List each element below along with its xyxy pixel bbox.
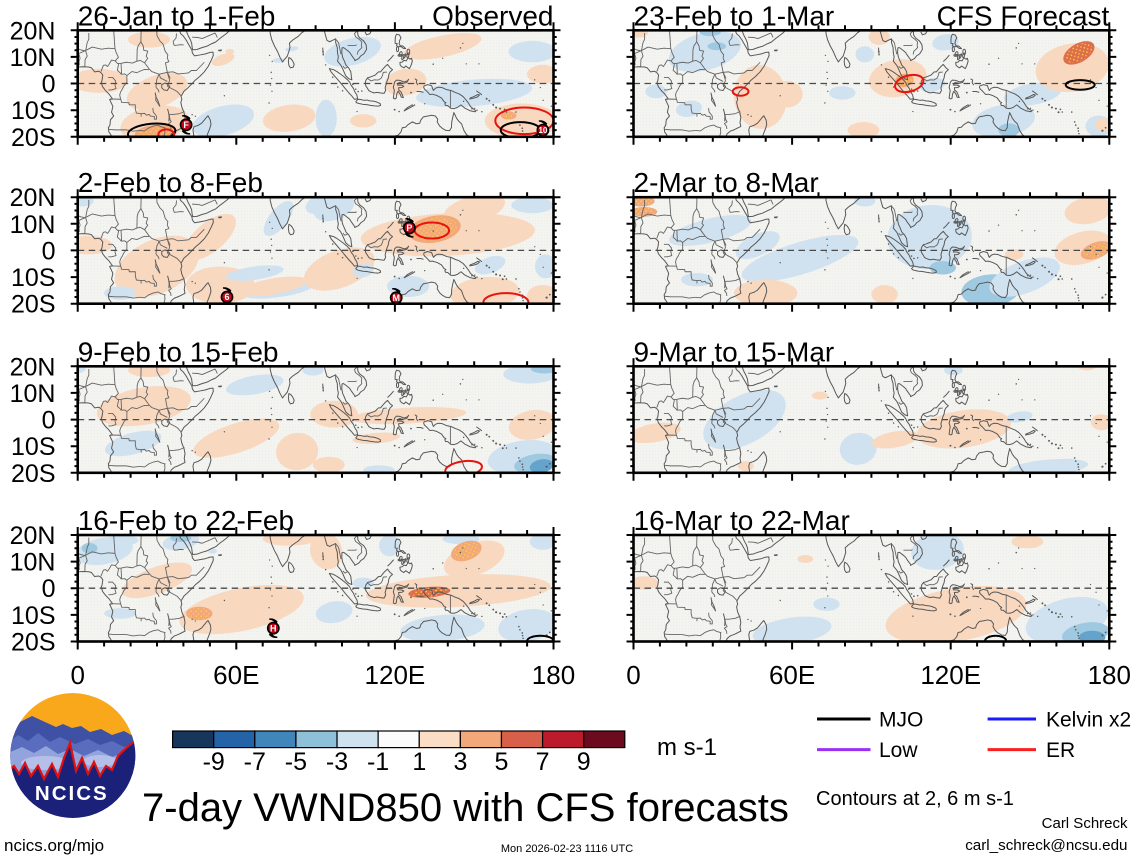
svg-text:10N: 10N bbox=[10, 549, 56, 577]
svg-text:0: 0 bbox=[42, 71, 56, 99]
svg-text:m s-1: m s-1 bbox=[657, 734, 717, 761]
svg-text:0: 0 bbox=[42, 407, 56, 435]
svg-text:7: 7 bbox=[536, 748, 550, 776]
svg-text:10N: 10N bbox=[10, 211, 56, 239]
svg-text:60E: 60E bbox=[213, 660, 259, 690]
svg-text:0: 0 bbox=[42, 575, 56, 603]
svg-text:20S: 20S bbox=[11, 460, 55, 488]
svg-text:16-Mar to 22-Mar: 16-Mar to 22-Mar bbox=[634, 505, 850, 536]
svg-text:3: 3 bbox=[453, 748, 467, 776]
svg-text:5: 5 bbox=[495, 748, 509, 776]
svg-text:Carl Schreck: Carl Schreck bbox=[1042, 815, 1128, 832]
svg-text:ER: ER bbox=[1046, 739, 1075, 762]
svg-text:120E: 120E bbox=[920, 660, 981, 690]
svg-text:23-Feb to 1-Mar: 23-Feb to 1-Mar bbox=[634, 0, 835, 31]
svg-text:16-Feb to 22-Feb: 16-Feb to 22-Feb bbox=[78, 505, 294, 536]
svg-text:20N: 20N bbox=[10, 184, 56, 212]
svg-text:Low: Low bbox=[879, 739, 918, 762]
svg-text:180: 180 bbox=[532, 660, 575, 690]
svg-text:0: 0 bbox=[70, 660, 84, 690]
svg-text:10N: 10N bbox=[10, 380, 56, 408]
svg-text:0: 0 bbox=[42, 237, 56, 265]
svg-text:Kelvin x2: Kelvin x2 bbox=[1046, 709, 1131, 732]
svg-text:120E: 120E bbox=[365, 660, 426, 690]
svg-text:Mon 2026-02-23 1116 UTC: Mon 2026-02-23 1116 UTC bbox=[501, 843, 633, 855]
svg-text:Contours at 2, 6 m s-1: Contours at 2, 6 m s-1 bbox=[816, 788, 1014, 810]
svg-text:7-day VWND850 with CFS forecas: 7-day VWND850 with CFS forecasts bbox=[142, 786, 789, 830]
svg-text:26-Jan to 1-Feb: 26-Jan to 1-Feb bbox=[78, 0, 276, 31]
svg-text:Observed: Observed bbox=[432, 0, 553, 31]
svg-text:MJO: MJO bbox=[879, 709, 923, 732]
svg-text:9-Mar to 15-Mar: 9-Mar to 15-Mar bbox=[634, 336, 835, 367]
svg-text:9: 9 bbox=[577, 748, 591, 776]
svg-text:20N: 20N bbox=[10, 353, 56, 381]
svg-text:ncics.org/mjo: ncics.org/mjo bbox=[4, 836, 104, 855]
svg-text:10S: 10S bbox=[11, 97, 55, 125]
svg-text:180: 180 bbox=[1088, 660, 1131, 690]
svg-text:10S: 10S bbox=[11, 433, 55, 461]
svg-text:20S: 20S bbox=[11, 629, 55, 657]
svg-text:10: 10 bbox=[538, 126, 547, 135]
svg-text:CFS Forecast: CFS Forecast bbox=[937, 0, 1110, 31]
svg-text:H: H bbox=[270, 623, 277, 633]
svg-text:2-Feb to 8-Feb: 2-Feb to 8-Feb bbox=[78, 167, 263, 198]
svg-text:10S: 10S bbox=[11, 602, 55, 630]
svg-text:-7: -7 bbox=[244, 748, 266, 776]
svg-text:-3: -3 bbox=[326, 748, 348, 776]
svg-text:P: P bbox=[406, 223, 412, 233]
svg-text:60E: 60E bbox=[769, 660, 815, 690]
svg-text:carl_schreck@ncsu.edu: carl_schreck@ncsu.edu bbox=[965, 837, 1127, 854]
svg-text:20N: 20N bbox=[10, 522, 56, 550]
svg-text:-1: -1 bbox=[367, 748, 389, 776]
svg-text:-9: -9 bbox=[203, 748, 225, 776]
svg-text:-5: -5 bbox=[285, 748, 307, 776]
svg-text:2-Mar to 8-Mar: 2-Mar to 8-Mar bbox=[634, 167, 819, 198]
svg-text:F: F bbox=[183, 120, 189, 130]
svg-text:10N: 10N bbox=[10, 44, 56, 72]
svg-text:6: 6 bbox=[224, 292, 229, 302]
svg-text:9-Feb to 15-Feb: 9-Feb to 15-Feb bbox=[78, 336, 279, 367]
svg-text:10S: 10S bbox=[11, 264, 55, 292]
svg-text:20S: 20S bbox=[11, 124, 55, 152]
svg-text:1: 1 bbox=[412, 748, 426, 776]
svg-text:20S: 20S bbox=[11, 291, 55, 319]
svg-text:NCICS: NCICS bbox=[35, 782, 109, 805]
svg-text:0: 0 bbox=[626, 660, 640, 690]
svg-text:M: M bbox=[392, 293, 400, 303]
svg-text:20N: 20N bbox=[10, 17, 56, 45]
